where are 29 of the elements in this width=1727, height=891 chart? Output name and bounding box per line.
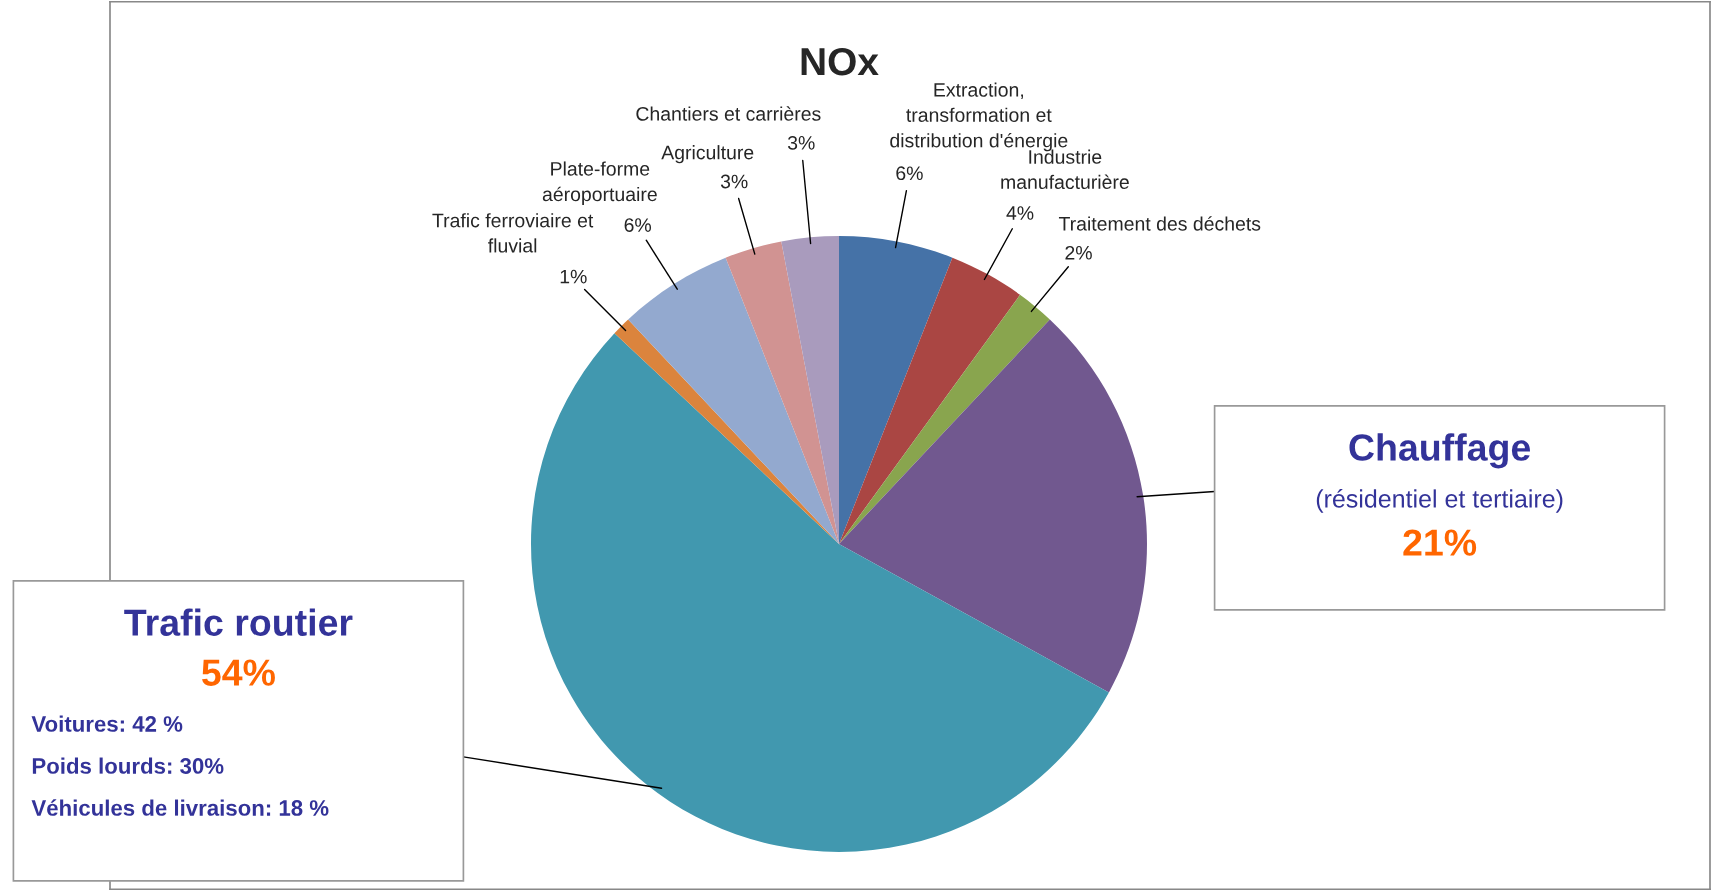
data-label: 1% [560, 269, 587, 284]
slice-label: Trafic ferroviaire et fluvial [432, 213, 594, 253]
slice-label: Trafic routier [124, 608, 353, 636]
data-label: 21% [1403, 529, 1477, 556]
pie-slice [628, 257, 839, 544]
data-label: 4% [1006, 206, 1034, 220]
data-label: 3% [720, 174, 748, 189]
pie-slice [531, 333, 1109, 852]
pie-slice [839, 257, 1021, 544]
slice-label: Chantiers et carrières [636, 106, 821, 121]
pie-slice [839, 236, 953, 544]
slice-label: Traitement des déchets [1058, 216, 1261, 231]
data-label: 2% [1065, 245, 1092, 260]
data-label: 6% [624, 218, 652, 232]
data-label: 54% [202, 659, 275, 686]
pie-slice [725, 241, 839, 544]
text: (résidentiel et tertiaire) [1316, 489, 1563, 513]
pie-slice [614, 319, 839, 544]
text: Véhicules de livraison: 18 % [31, 799, 329, 816]
pie-slice [781, 236, 839, 544]
text: Voitures: 42 % [31, 715, 183, 732]
slice-label: Plate-forme aéroportuaire [542, 161, 657, 206]
slice-label: Chauffage [1349, 433, 1530, 469]
slice-label: Agriculture [661, 145, 754, 164]
data-label: 3% [787, 136, 815, 150]
chart-title: NOx [801, 47, 879, 76]
text: Poids lourds: 30% [32, 757, 224, 774]
data-label: 6% [896, 166, 923, 181]
pie-slice [839, 319, 1147, 693]
